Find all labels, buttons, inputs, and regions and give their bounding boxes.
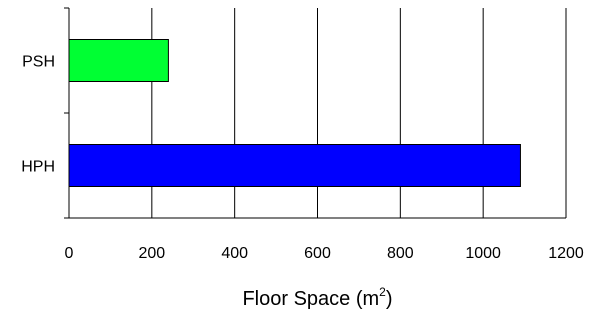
x-tick-label: 200 — [138, 245, 165, 262]
x-tick-label: 1200 — [548, 245, 584, 262]
x-axis-title: Floor Space (m2) — [242, 285, 392, 310]
category-labels: PSH HPH — [21, 54, 55, 176]
bar-hph — [68, 144, 521, 187]
x-tick-labels: 0 200 400 600 800 1000 1200 — [65, 245, 584, 262]
category-label: PSH — [22, 54, 55, 71]
x-axis-title-superscript: 2 — [379, 285, 386, 299]
x-axis-title-main: Floor Space (m — [242, 288, 379, 310]
bars-group — [68, 39, 521, 187]
x-tick-label: 1000 — [465, 245, 501, 262]
x-tick-label: 800 — [387, 245, 414, 262]
category-label: HPH — [21, 159, 55, 176]
bar-psh — [68, 39, 169, 82]
x-tick-label: 0 — [65, 245, 74, 262]
x-tick-label: 600 — [304, 245, 331, 262]
x-axis-title-suffix: ) — [386, 288, 393, 310]
x-tick-label: 400 — [221, 245, 248, 262]
axes-group — [64, 8, 566, 219]
